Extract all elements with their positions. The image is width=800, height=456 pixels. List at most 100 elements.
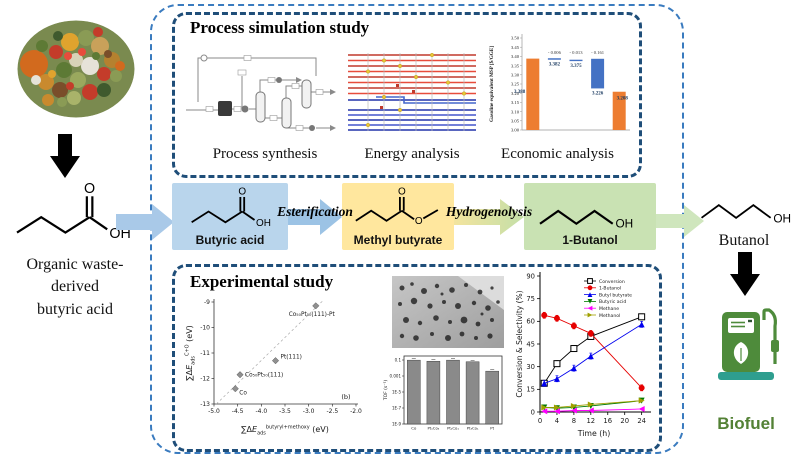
svg-text:3.40: 3.40 [511, 54, 520, 59]
flow-entry-arrow [116, 204, 174, 240]
butyric-acid-structure-small: O OH [191, 187, 271, 229]
flow-box-1-butanol: OH 1-Butanol [524, 183, 656, 250]
svg-text:Co: Co [239, 391, 247, 397]
svg-text:Methane: Methane [599, 306, 619, 312]
butanol-caption: Butanol [718, 232, 770, 249]
svg-text:3.45: 3.45 [511, 45, 520, 50]
svg-text:O: O [398, 187, 406, 198]
svg-text:Co: Co [411, 426, 417, 431]
svg-text:Conversion: Conversion [599, 279, 625, 285]
svg-text:0: 0 [538, 417, 542, 425]
process-simulation-box [172, 12, 642, 178]
svg-text:30: 30 [526, 363, 535, 371]
svg-text:45: 45 [526, 340, 535, 348]
economic-analysis-chart: 3.00 3.05 3.10 3.15 3.20 3.25 3.30 3.35 3.40 3.45… [488, 34, 630, 133]
down-arrow-icon [50, 134, 80, 178]
down-arrow-icon [730, 252, 760, 296]
svg-text:1-Butanol: 1-Butanol [599, 286, 621, 292]
svg-text:O: O [84, 182, 95, 197]
svg-text:Time (h): Time (h) [577, 429, 611, 438]
svg-text:- 0.006: - 0.006 [548, 50, 562, 55]
svg-text:-5.0: -5.0 [208, 408, 220, 415]
svg-text:3.226: 3.226 [592, 91, 604, 96]
svg-text:0.001: 0.001 [390, 374, 402, 379]
butyric-acid-structure: O OH [16, 182, 131, 242]
left-caption-line3: butyric acid [37, 300, 113, 318]
svg-text:16: 16 [603, 417, 612, 425]
energy-analysis-diagram [348, 53, 476, 131]
svg-text:-3.0: -3.0 [303, 408, 315, 415]
butanol-structure: OH [701, 203, 791, 225]
methyl-butyrate-structure: O O [355, 187, 439, 227]
svg-text:Co₅₀Pt₅₀(111): Co₅₀Pt₅₀(111) [245, 373, 283, 379]
svg-text:Pt: Pt [490, 426, 494, 431]
svg-text:75: 75 [526, 295, 535, 303]
esterification-label: Esterification [277, 204, 353, 219]
left-caption: Organic waste- derived butyric acid [0, 254, 150, 321]
food-waste-photo [12, 12, 140, 126]
process-box-title: Process simulation study [190, 18, 370, 37]
svg-text:3.35: 3.35 [511, 63, 520, 68]
biofuel-caption: Biofuel [717, 414, 775, 433]
svg-text:∑ΔEadsbutyryl+methoxy (eV): ∑ΔEadsbutyryl+methoxy (eV) [241, 425, 329, 437]
svg-text:OH: OH [773, 211, 791, 225]
svg-text:-4.0: -4.0 [255, 408, 267, 415]
caption-energy-analysis: Energy analysis [364, 146, 460, 162]
svg-text:1E-7: 1E-7 [392, 406, 402, 411]
svg-text:15: 15 [526, 386, 535, 394]
experimental-box-title: Experimental study [190, 272, 334, 291]
left-caption-line1: Organic waste- [26, 256, 124, 273]
svg-text:-12: -12 [200, 376, 210, 383]
svg-text:Pt₁Co₃: Pt₁Co₃ [428, 426, 440, 431]
svg-text:- 0.161: - 0.161 [591, 50, 605, 55]
tem-micrograph [392, 276, 504, 348]
time-course-chart: 0 15 30 45 60 75 90 0 4 8 12 16 20 24 Conversion1-Buta… [515, 272, 651, 438]
svg-text:-4.5: -4.5 [232, 408, 244, 415]
svg-text:Pt(111): Pt(111) [281, 355, 302, 361]
caption-economic-analysis: Economic analysis [501, 146, 614, 162]
svg-text:Butyric acid: Butyric acid [599, 299, 626, 305]
svg-text:Gasoline equivalent MSP [$/GGE: Gasoline equivalent MSP [$/GGE] [488, 46, 495, 122]
svg-text:-9: -9 [204, 299, 210, 306]
butanol-structure-small: OH [539, 209, 633, 230]
svg-text:20: 20 [620, 417, 629, 425]
svg-text:-13: -13 [200, 401, 210, 408]
svg-text:Pt₁Co₁: Pt₁Co₁ [447, 426, 459, 431]
svg-text:3.208: 3.208 [617, 97, 629, 102]
dft-scatter-chart: -5.0 -4.5 -4.0 -3.5 -3.0 -2.5 -2.0 -13 -12 -11 -10… [185, 299, 362, 437]
fuel-pump-icon [718, 308, 779, 380]
esterification-arrow [288, 199, 342, 235]
flow-box-butyric-acid: O OH Butyric acid [172, 183, 288, 250]
svg-text:Butyl butyrate: Butyl butyrate [599, 292, 632, 298]
svg-text:Methanol: Methanol [599, 313, 620, 319]
svg-text:3.15: 3.15 [511, 100, 520, 105]
svg-text:(b): (b) [341, 393, 350, 401]
svg-text:-10: -10 [200, 325, 210, 332]
caption-process-synthesis: Process synthesis [212, 146, 318, 162]
flow-exit-arrow [656, 205, 704, 237]
svg-text:-3.5: -3.5 [279, 408, 291, 415]
svg-text:3.30: 3.30 [511, 73, 520, 78]
flow-box-label: 1-Butanol [562, 233, 618, 247]
svg-text:OH: OH [256, 218, 271, 229]
svg-text:3.50: 3.50 [511, 36, 520, 41]
svg-text:∑ΔEadsC+O (eV): ∑ΔEadsC+O (eV) [185, 325, 197, 381]
svg-text:O: O [415, 216, 423, 227]
left-caption-line2: derived [51, 278, 99, 296]
svg-text:3.375: 3.375 [570, 64, 582, 69]
svg-text:Co₅₀Pt₅₀(111)-Pt: Co₅₀Pt₅₀(111)-Pt [289, 312, 336, 318]
svg-text:-2.5: -2.5 [326, 408, 338, 415]
flow-box-label: Butyric acid [195, 233, 265, 247]
svg-text:90: 90 [526, 272, 535, 280]
svg-text:O: O [238, 187, 246, 198]
svg-text:3.388: 3.388 [514, 90, 526, 95]
svg-text:24: 24 [637, 417, 646, 425]
process-flowsheet [186, 54, 336, 131]
svg-text:1E-5: 1E-5 [392, 390, 402, 395]
flow-box-label: Methyl butyrate [353, 233, 443, 247]
flow-box-methyl-butyrate: O O Methyl butyrate [342, 183, 454, 250]
svg-text:3.00: 3.00 [511, 128, 520, 133]
svg-text:0.1: 0.1 [395, 358, 402, 363]
svg-text:Pt₃Co₁: Pt₃Co₁ [467, 426, 479, 431]
